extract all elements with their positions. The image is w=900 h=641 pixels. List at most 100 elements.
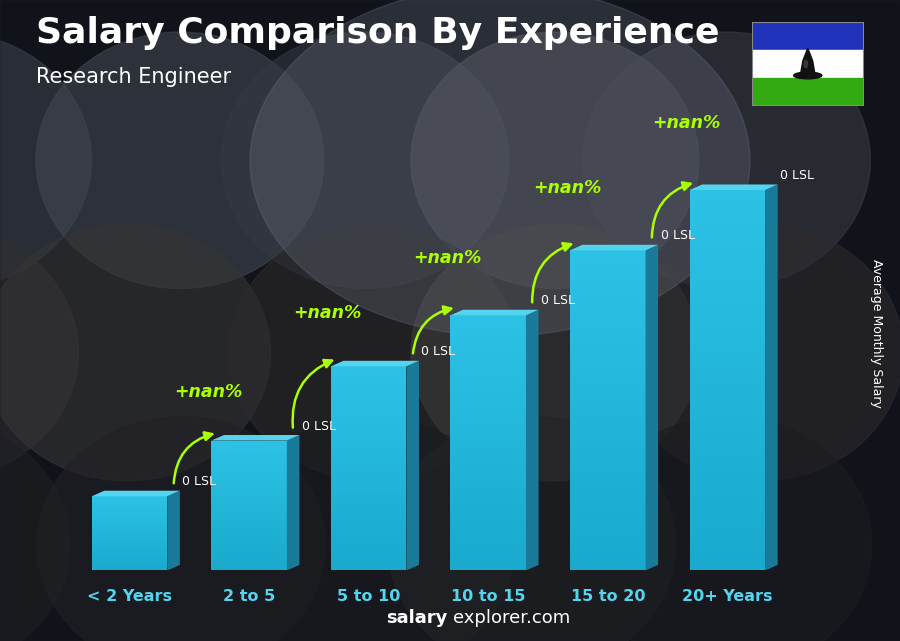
Bar bbox=[212, 444, 287, 447]
Bar bbox=[689, 409, 765, 419]
Bar bbox=[570, 531, 645, 538]
Bar bbox=[689, 399, 765, 409]
Bar bbox=[450, 411, 526, 417]
Bar bbox=[570, 362, 645, 370]
Ellipse shape bbox=[805, 60, 807, 68]
Bar bbox=[92, 567, 167, 569]
Bar bbox=[92, 515, 167, 517]
Bar bbox=[331, 412, 407, 417]
Text: +nan%: +nan% bbox=[413, 249, 482, 267]
Bar bbox=[450, 456, 526, 462]
Ellipse shape bbox=[227, 417, 515, 641]
Bar bbox=[570, 499, 645, 506]
Bar bbox=[92, 535, 167, 537]
Text: salary: salary bbox=[386, 609, 447, 627]
Bar bbox=[212, 525, 287, 528]
Bar bbox=[450, 392, 526, 398]
Bar bbox=[689, 333, 765, 342]
Bar bbox=[212, 515, 287, 519]
Bar bbox=[689, 476, 765, 485]
Bar bbox=[689, 437, 765, 447]
Bar bbox=[212, 535, 287, 538]
Bar bbox=[212, 503, 287, 506]
Text: Average Monthly Salary: Average Monthly Salary bbox=[870, 259, 883, 408]
Bar bbox=[689, 228, 765, 238]
Bar bbox=[689, 304, 765, 313]
Bar bbox=[92, 528, 167, 529]
Bar bbox=[92, 563, 167, 565]
Ellipse shape bbox=[0, 224, 271, 481]
Bar bbox=[570, 322, 645, 330]
Bar bbox=[331, 407, 407, 412]
Bar bbox=[331, 565, 407, 570]
Bar bbox=[212, 567, 287, 570]
Bar bbox=[92, 526, 167, 528]
Bar bbox=[570, 314, 645, 322]
Bar bbox=[212, 509, 287, 512]
Bar bbox=[92, 565, 167, 567]
Bar bbox=[570, 522, 645, 531]
Bar bbox=[689, 219, 765, 228]
Bar bbox=[450, 501, 526, 506]
Bar bbox=[570, 403, 645, 410]
Bar bbox=[570, 251, 645, 258]
Bar bbox=[450, 519, 526, 526]
Bar bbox=[92, 554, 167, 556]
Bar bbox=[212, 541, 287, 544]
Bar bbox=[212, 548, 287, 551]
Bar bbox=[570, 410, 645, 419]
Bar bbox=[689, 466, 765, 476]
Bar bbox=[450, 354, 526, 360]
Bar bbox=[450, 481, 526, 488]
Ellipse shape bbox=[250, 0, 750, 336]
Bar bbox=[331, 376, 407, 381]
Bar bbox=[450, 526, 526, 532]
Bar bbox=[212, 470, 287, 473]
Bar bbox=[570, 426, 645, 435]
Bar bbox=[92, 508, 167, 509]
Bar bbox=[570, 387, 645, 394]
Bar bbox=[689, 313, 765, 323]
Bar bbox=[689, 485, 765, 494]
Bar bbox=[570, 330, 645, 338]
Bar bbox=[92, 506, 167, 508]
Bar bbox=[92, 524, 167, 526]
Bar bbox=[689, 428, 765, 437]
Bar bbox=[450, 398, 526, 404]
Polygon shape bbox=[570, 245, 658, 251]
Bar bbox=[92, 543, 167, 544]
Bar bbox=[570, 378, 645, 387]
Bar bbox=[570, 458, 645, 467]
Bar bbox=[570, 435, 645, 442]
Text: 0 LSL: 0 LSL bbox=[302, 420, 336, 433]
Polygon shape bbox=[645, 245, 658, 570]
Bar bbox=[212, 512, 287, 515]
Bar bbox=[570, 538, 645, 547]
Bar bbox=[568, 568, 648, 570]
Bar bbox=[689, 523, 765, 533]
Bar bbox=[209, 568, 289, 570]
Bar bbox=[331, 417, 407, 422]
Bar bbox=[212, 440, 287, 444]
Bar bbox=[689, 551, 765, 561]
Bar bbox=[689, 419, 765, 428]
Bar bbox=[752, 50, 864, 78]
Bar bbox=[331, 555, 407, 560]
Bar bbox=[212, 564, 287, 567]
Bar bbox=[92, 529, 167, 531]
Bar bbox=[570, 442, 645, 451]
Text: +nan%: +nan% bbox=[293, 304, 362, 322]
Bar bbox=[92, 560, 167, 562]
Bar bbox=[92, 513, 167, 515]
Bar bbox=[450, 488, 526, 494]
Bar bbox=[92, 541, 167, 543]
Bar bbox=[331, 397, 407, 402]
Bar bbox=[570, 274, 645, 283]
Bar bbox=[331, 529, 407, 535]
Text: 0 LSL: 0 LSL bbox=[183, 476, 216, 488]
Bar bbox=[331, 489, 407, 494]
Bar bbox=[687, 568, 768, 570]
Ellipse shape bbox=[37, 417, 325, 641]
Bar bbox=[212, 495, 287, 499]
Bar bbox=[450, 449, 526, 456]
